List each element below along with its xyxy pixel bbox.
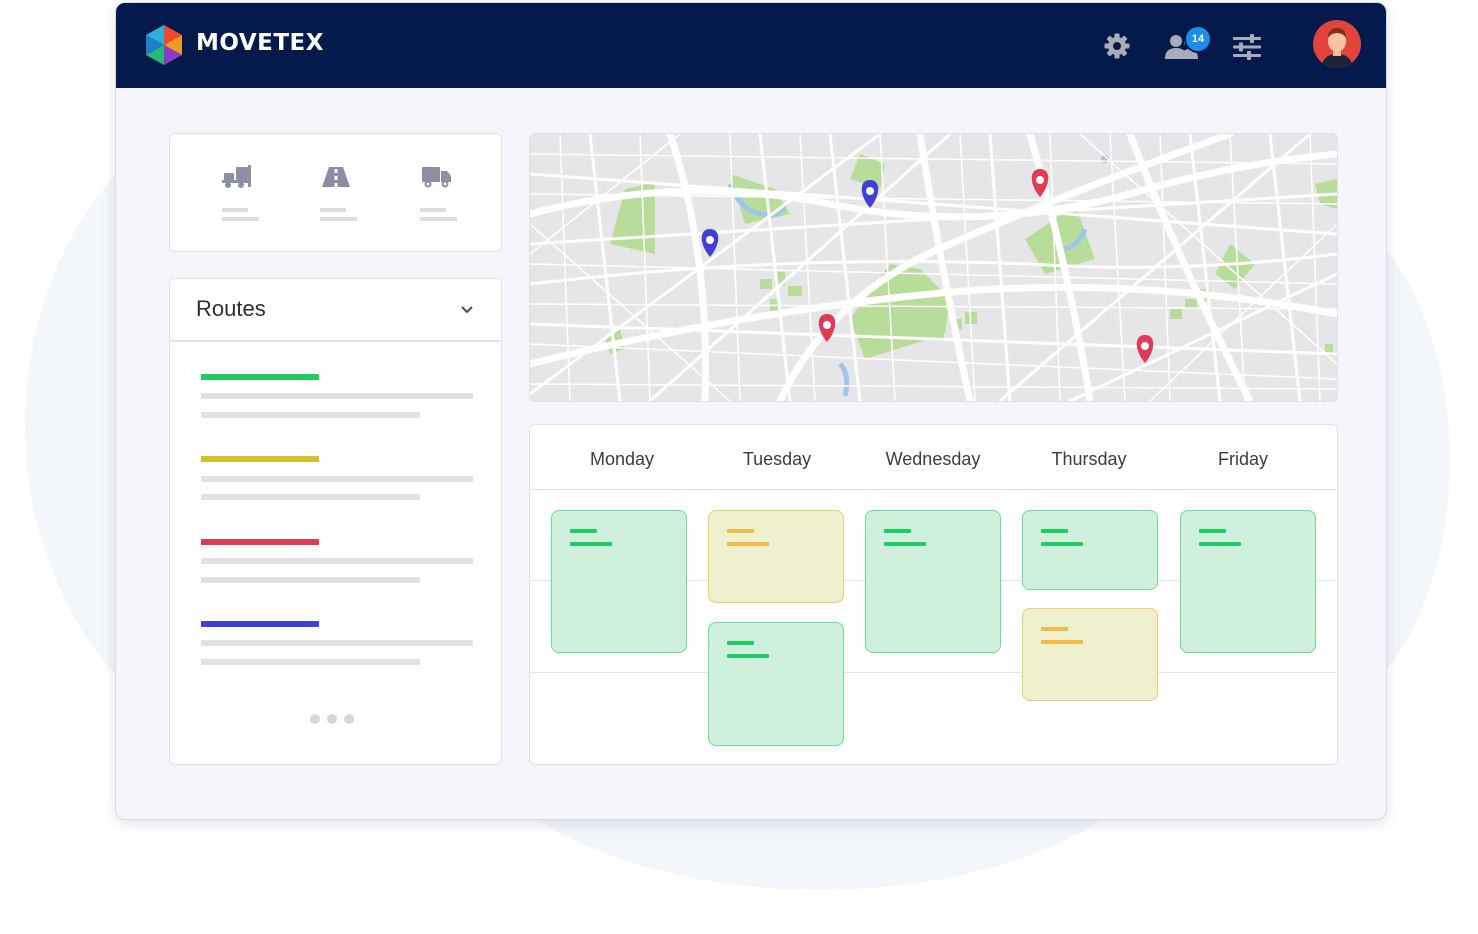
route-color-bar[interactable] (201, 456, 319, 462)
task-title-line (727, 641, 754, 645)
day-header-tuesday: Tuesday (742, 449, 812, 469)
route-detail-line (201, 412, 420, 418)
map-canvas (530, 134, 1337, 401)
map-marker[interactable] (818, 314, 836, 342)
vehicle-label-line (320, 217, 357, 221)
day-header-thursday: Thursday (1051, 449, 1127, 469)
task-title-line (1199, 529, 1226, 533)
schedule-task[interactable] (1022, 510, 1158, 590)
vehicle-label-line (222, 208, 248, 212)
task-subtitle-line (1041, 542, 1083, 546)
schedule-task[interactable] (865, 510, 1001, 653)
schedule-task[interactable] (551, 510, 687, 653)
routes-card (169, 278, 502, 765)
forklift-icon[interactable] (222, 165, 252, 189)
top-navigation-bar: MOVETEX 14 (116, 3, 1386, 88)
schedule-task[interactable] (1022, 608, 1158, 701)
sliders-icon[interactable] (1232, 34, 1262, 60)
route-color-bar[interactable] (201, 621, 319, 627)
route-detail-line (201, 476, 473, 482)
avatar-person-icon (1321, 28, 1353, 68)
road-icon[interactable] (322, 167, 350, 187)
routes-title: Routes (196, 296, 266, 321)
route-detail-line (201, 659, 420, 665)
schedule-task[interactable] (1180, 510, 1316, 653)
pagination-dot[interactable] (327, 714, 337, 724)
routes-divider (170, 340, 500, 342)
task-subtitle-line (727, 654, 769, 658)
schedule-task[interactable] (708, 510, 844, 603)
route-detail-line (201, 393, 473, 399)
day-header-wednesday: Wednesday (885, 449, 981, 469)
route-detail-line (201, 494, 420, 500)
day-header-friday: Friday (1217, 449, 1268, 469)
vehicle-label-line (320, 208, 346, 212)
schedule-row-line (530, 672, 1336, 673)
route-map[interactable] (529, 133, 1338, 402)
gear-icon[interactable] (1103, 32, 1131, 60)
task-title-line (570, 529, 597, 533)
map-marker[interactable] (701, 229, 719, 257)
pagination-dot[interactable] (344, 714, 354, 724)
map-marker[interactable] (1136, 335, 1154, 363)
schedule-task[interactable] (708, 622, 844, 746)
vehicle-types-card (169, 133, 502, 252)
user-avatar[interactable] (1313, 20, 1361, 68)
truck-icon[interactable] (422, 165, 452, 189)
route-detail-line (201, 558, 473, 564)
pagination-dot[interactable] (310, 714, 320, 724)
route-detail-line (201, 640, 473, 646)
movetex-logo-icon (146, 25, 182, 65)
route-color-bar[interactable] (201, 374, 319, 380)
vehicle-label-line (222, 217, 259, 221)
task-subtitle-line (1041, 640, 1083, 644)
task-subtitle-line (727, 542, 769, 546)
route-color-bar[interactable] (201, 539, 319, 545)
route-detail-line (201, 577, 420, 583)
task-subtitle-line (884, 542, 926, 546)
map-marker[interactable] (1031, 169, 1049, 197)
task-subtitle-line (570, 542, 612, 546)
task-subtitle-line (1199, 542, 1241, 546)
chevron-down-icon[interactable] (459, 302, 475, 318)
task-title-line (727, 529, 754, 533)
map-marker[interactable] (861, 180, 879, 208)
task-title-line (1041, 627, 1068, 631)
notification-badge[interactable]: 14 (1184, 25, 1212, 53)
brand-name[interactable]: MOVETEX (196, 30, 324, 56)
vehicle-label-line (420, 208, 446, 212)
task-title-line (884, 529, 911, 533)
schedule-header-divider (530, 489, 1336, 490)
day-header-monday: Monday (589, 449, 655, 469)
task-title-line (1041, 529, 1068, 533)
vehicle-label-line (420, 217, 457, 221)
